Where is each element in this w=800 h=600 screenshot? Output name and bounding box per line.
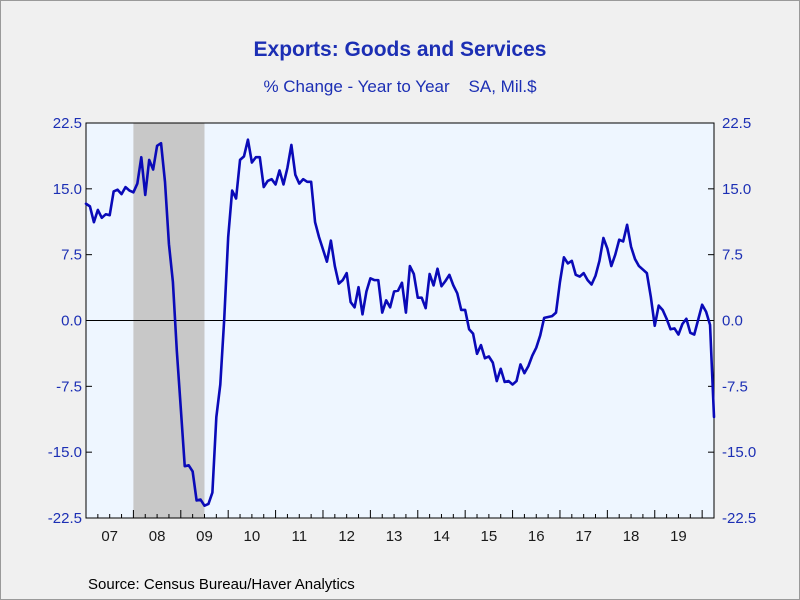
y-tick-label-right: 0.0 [722,313,743,330]
y-tick-label-left: -22.5 [48,510,82,527]
series-line [84,138,716,508]
x-tick-label: 13 [386,528,403,545]
x-tick-label: 17 [575,528,592,545]
chart-subtitle: % Change - Year to Year SA, Mil.$ [263,77,537,96]
y-tick-label-left: 22.5 [53,115,82,132]
y-tick-label-left: 0.0 [61,313,82,330]
x-tick-label: 19 [670,528,687,545]
x-tick-label: 07 [101,528,118,545]
y-tick-label-right: 22.5 [722,115,751,132]
y-tick-label-left: 15.0 [53,181,82,198]
x-tick-label: 14 [433,528,450,545]
x-tick-label: 12 [338,528,355,545]
x-tick-label: 10 [244,528,261,545]
y-tick-label-left: -7.5 [56,378,82,395]
y-tick-label-right: -7.5 [722,378,748,395]
x-tick-label: 15 [481,528,498,545]
x-tick-label: 11 [291,528,307,545]
y-tick-label-left: -15.0 [48,444,82,461]
source-note: Source: Census Bureau/Haver Analytics [88,576,355,593]
chart-title: Exports: Goods and Services [253,38,547,61]
y-tick-label-right: -22.5 [722,510,756,527]
x-tick-label: 08 [149,528,166,545]
x-tick-label: 16 [528,528,545,545]
y-tick-label-left: 7.5 [61,247,82,264]
y-tick-label-right: -15.0 [722,444,756,461]
y-tick-label-right: 7.5 [722,247,743,264]
x-tick-label: 18 [623,528,640,545]
x-tick-label: 09 [196,528,213,545]
y-tick-label-right: 15.0 [722,181,751,198]
